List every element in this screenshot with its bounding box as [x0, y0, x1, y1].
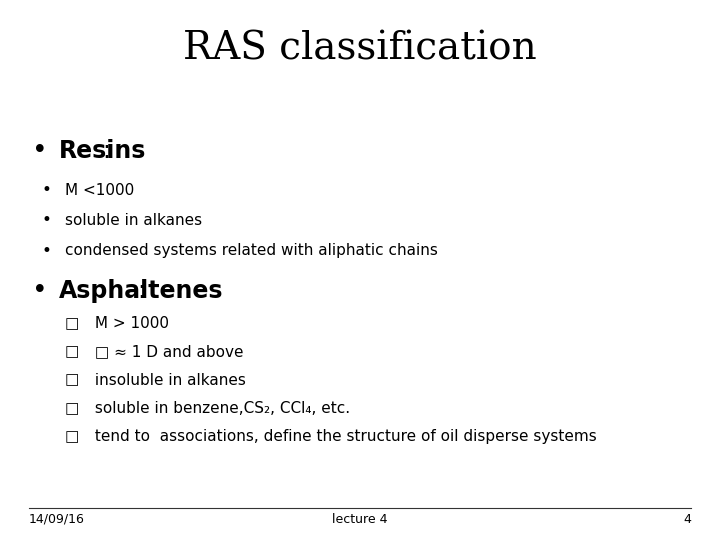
Text: •: • [42, 241, 52, 260]
Text: □ ≈ 1 D and above: □ ≈ 1 D and above [90, 345, 243, 360]
Text: RAS classification: RAS classification [183, 30, 537, 67]
Text: M <1000: M <1000 [65, 183, 134, 198]
Text: •: • [42, 181, 52, 199]
Text: •: • [32, 138, 48, 164]
Text: tend to  associations, define the structure of oil disperse systems: tend to associations, define the structu… [90, 429, 597, 444]
Text: :: : [138, 279, 145, 302]
Text: □: □ [65, 401, 79, 416]
Text: □: □ [65, 345, 79, 360]
Text: •: • [32, 278, 48, 303]
Text: Asphaltenes: Asphaltenes [59, 279, 223, 302]
Text: 14/09/16: 14/09/16 [29, 513, 85, 526]
Text: □: □ [65, 373, 79, 388]
Text: :: : [102, 139, 110, 163]
Text: insoluble in alkanes: insoluble in alkanes [90, 373, 246, 388]
Text: □: □ [65, 316, 79, 332]
Text: Resins: Resins [59, 139, 146, 163]
Text: condensed systems related with aliphatic chains: condensed systems related with aliphatic… [65, 243, 438, 258]
Text: □: □ [65, 429, 79, 444]
Text: soluble in alkanes: soluble in alkanes [65, 213, 202, 228]
Text: M > 1000: M > 1000 [90, 316, 169, 332]
Text: •: • [42, 211, 52, 230]
Text: 4: 4 [683, 513, 691, 526]
Text: soluble in benzene,CS₂, CCl₄, etc.: soluble in benzene,CS₂, CCl₄, etc. [90, 401, 350, 416]
Text: lecture 4: lecture 4 [332, 513, 388, 526]
